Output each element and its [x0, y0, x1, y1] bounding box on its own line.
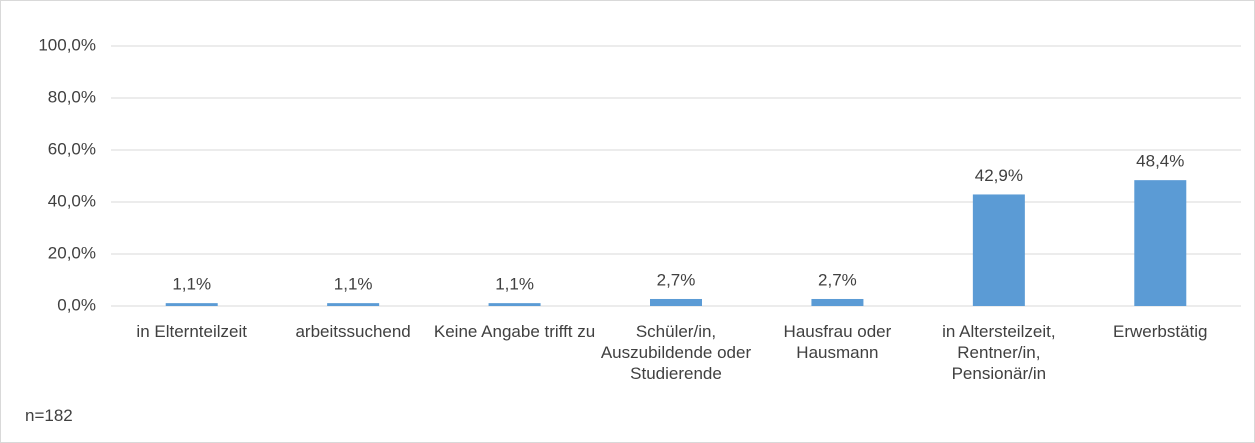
- x-tick-label: Hausfrau oder Hausmann: [783, 322, 892, 362]
- bar: [165, 303, 218, 306]
- value-label: 42,9%: [975, 166, 1023, 185]
- y-tick-label: 40,0%: [48, 191, 96, 210]
- x-tick-label: in Altersteilzeit, Rentner/in, Pensionär…: [942, 322, 1056, 383]
- x-tick-label: Erwerbstätig: [1113, 322, 1208, 341]
- x-tick-label: Keine Angabe trifft zu: [433, 322, 596, 341]
- y-tick-label: 0,0%: [57, 295, 96, 314]
- bar: [972, 194, 1025, 306]
- y-tick-label: 80,0%: [48, 87, 96, 106]
- value-label: 2,7%: [818, 270, 857, 289]
- x-tick-label: arbeitssuchend: [295, 322, 411, 341]
- y-tick-label: 60,0%: [48, 139, 96, 158]
- value-label: 1,1%: [495, 275, 534, 294]
- x-tick-label: in Elternteilzeit: [136, 322, 247, 341]
- bar: [1134, 180, 1187, 306]
- value-label: 48,4%: [1136, 152, 1184, 171]
- bar: [811, 298, 864, 306]
- bar: [488, 303, 541, 306]
- y-tick-label: 20,0%: [48, 243, 96, 262]
- bar: [650, 298, 702, 306]
- annotation: n=182: [25, 406, 73, 425]
- value-label: 1,1%: [334, 275, 373, 294]
- y-tick-label: 100,0%: [38, 35, 96, 54]
- value-label: 1,1%: [172, 275, 211, 294]
- x-tick-label: Schüler/in, Auszubildende oder Studieren…: [600, 322, 752, 383]
- bar: [327, 303, 380, 306]
- value-label: 2,7%: [657, 270, 696, 289]
